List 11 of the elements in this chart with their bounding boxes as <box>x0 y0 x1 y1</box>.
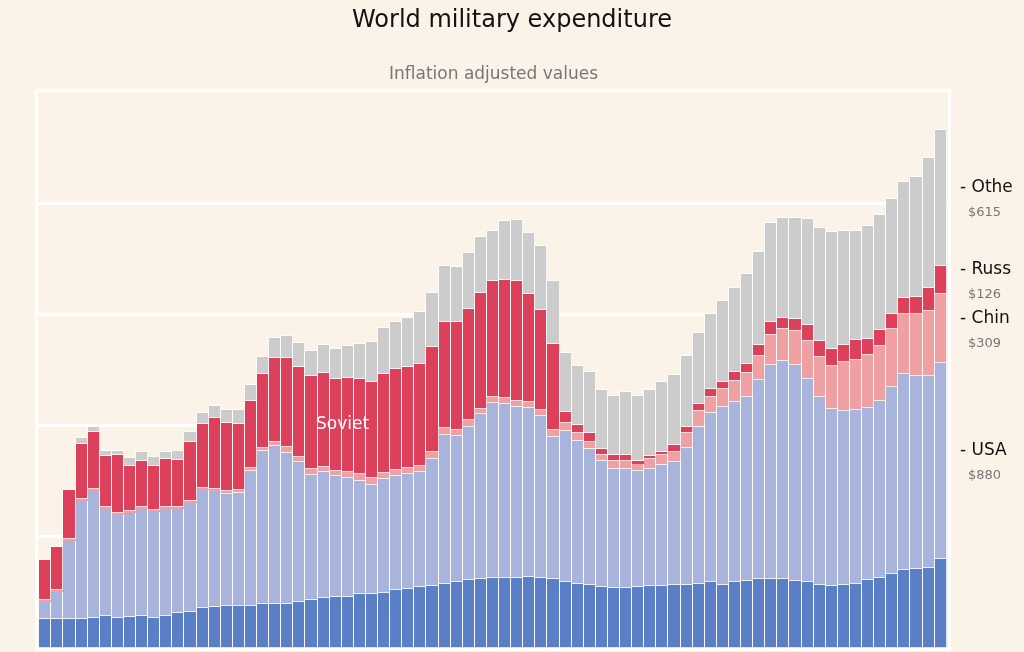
bar <box>632 461 644 464</box>
text: $615 <box>968 204 1002 219</box>
series-label: - USA <box>960 439 1008 459</box>
chart-title: World military expenditure <box>352 4 672 33</box>
series-label: - Chin <box>960 307 1010 327</box>
series-label: - Russ <box>960 258 1012 278</box>
chart-subtitle: Inflation adjusted values <box>389 63 599 83</box>
text: $309 <box>968 335 1002 350</box>
text: $126 <box>968 286 1002 301</box>
text: $880 <box>968 467 1002 482</box>
series-label: - Othe <box>960 176 1013 196</box>
